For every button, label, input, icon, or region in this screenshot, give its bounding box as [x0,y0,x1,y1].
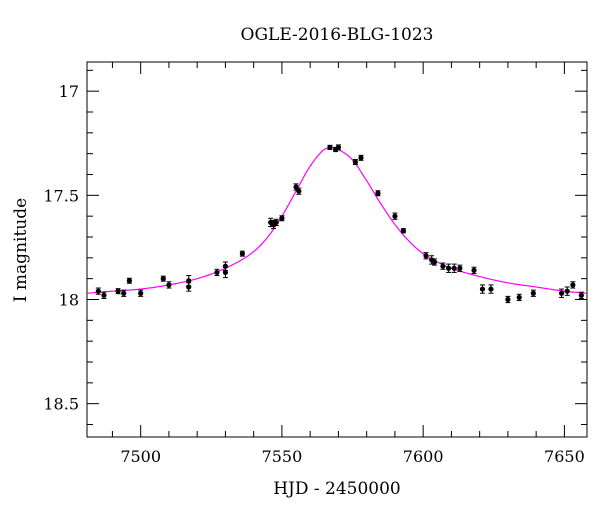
data-point [431,258,438,266]
data-point [471,266,477,274]
data-marker [101,292,107,298]
data-point [457,264,463,272]
model-curve [86,146,588,294]
data-marker [352,159,358,165]
data-point [505,295,511,304]
data-point [488,284,494,294]
data-point [352,159,358,165]
data-point [440,262,446,270]
data-point [222,261,229,271]
data-point [358,154,364,161]
chart-title: OGLE-2016-BLG-1023 [241,25,434,45]
data-marker [115,288,121,294]
data-point [95,287,101,295]
data-marker [570,282,576,288]
data-marker [471,267,477,273]
data-marker [358,155,364,161]
data-point [375,190,381,197]
data-point [479,284,486,294]
data-marker [516,294,522,301]
data-point [160,275,166,282]
data-point [392,212,398,220]
x-tick-label: 7650 [544,447,585,466]
data-marker [279,215,285,221]
data-marker [505,296,511,303]
data-point [126,277,132,284]
data-marker [457,265,463,271]
y-tick-label: 18 [59,291,79,310]
data-point [101,291,107,299]
y-tick-labels: 17 17.5 18 18.5 [43,82,79,414]
data-marker [375,190,381,196]
y-tick-label: 17.5 [43,186,79,205]
data-point [400,228,406,234]
model-curve-group [86,146,588,294]
data-point [186,282,192,292]
data-marker [558,290,565,296]
data-point [564,286,570,296]
data-marker [488,286,494,292]
data-marker [431,259,438,265]
data-points-group [95,144,584,304]
data-marker [95,288,101,294]
data-point [423,252,429,260]
x-tick-label: 7500 [120,447,161,466]
data-point [239,250,245,257]
data-point [332,146,339,153]
data-marker [126,278,132,284]
data-point [578,291,584,299]
data-marker [479,286,486,292]
x-axis-label: HJD - 2450000 [273,479,401,499]
data-point [445,263,452,273]
data-marker [400,228,406,234]
data-point [451,263,457,273]
data-marker [296,188,302,194]
data-marker [239,251,245,257]
data-marker [273,219,279,226]
data-marker [222,269,229,276]
y-tick-label: 18.5 [43,395,79,414]
data-point [530,289,536,297]
data-marker [160,276,166,282]
data-marker [186,284,192,290]
data-marker [214,269,220,276]
plot-frame [86,61,588,438]
data-marker [423,253,429,259]
data-point [570,281,576,289]
data-point [327,144,333,151]
data-marker [578,292,584,298]
data-point [166,281,172,289]
y-tick-label: 17 [59,82,79,101]
data-marker [222,263,229,269]
data-point [296,187,302,195]
data-marker [121,290,127,296]
data-point [138,289,144,297]
data-marker [327,144,333,151]
data-point [115,288,121,295]
data-marker [138,290,144,296]
data-marker [392,213,398,219]
data-point [214,268,220,277]
data-marker [530,290,536,296]
data-point [279,215,285,222]
data-marker [564,288,570,294]
y-axis-label: I magnitude [11,198,31,302]
x-tick-label: 7600 [403,447,444,466]
x-tick-labels: 7500 7550 7600 7650 [120,447,584,466]
data-marker [445,265,452,271]
data-marker [186,278,192,284]
data-point [516,293,522,302]
data-point [558,288,565,298]
axis-ticks [87,62,587,437]
x-tick-label: 7550 [262,447,303,466]
data-marker [335,144,342,151]
data-point [121,289,127,297]
data-point [273,218,279,227]
data-point [335,144,342,151]
data-marker [166,282,172,288]
data-marker [440,263,446,269]
data-marker [451,265,457,271]
